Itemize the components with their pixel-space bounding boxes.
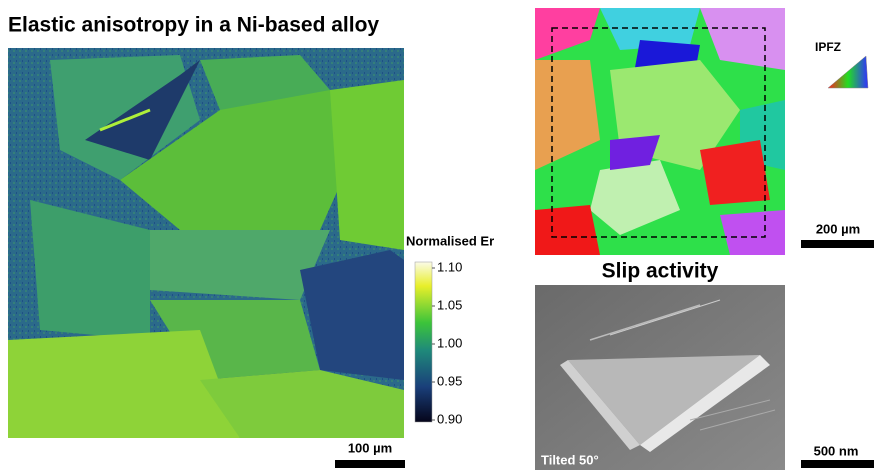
figure: Elastic anisotropy in a Ni-based alloy N… [0, 0, 874, 470]
ipf-legend-label: IPFZ [815, 40, 841, 54]
slip-title: Slip activity [602, 260, 719, 283]
colorbar-tick-label: 0.90 [437, 411, 462, 426]
colorbar [415, 262, 432, 422]
colorbar-tick-label: 1.10 [437, 259, 462, 274]
sem-caption: Tilted 50° [541, 452, 599, 467]
scale-bar-label: 100 µm [348, 440, 392, 455]
scale-bar-label: 500 nm [814, 443, 859, 458]
scale-bar [335, 460, 405, 468]
ipf-map [535, 8, 785, 255]
colorbar-tick-label: 0.95 [437, 373, 462, 388]
scale-bar-label: 200 µm [816, 221, 860, 236]
colorbar-label: Normalised Er [406, 233, 494, 248]
sem-image [535, 285, 785, 470]
colorbar-tick-label: 1.00 [437, 335, 462, 350]
modulus-map [8, 48, 404, 438]
ipf-triangle [828, 56, 868, 88]
colorbar-tick-label: 1.05 [437, 297, 462, 312]
scale-bar [801, 240, 874, 248]
scale-bar [801, 460, 874, 468]
left-title: Elastic anisotropy in a Ni-based alloy [8, 14, 379, 37]
